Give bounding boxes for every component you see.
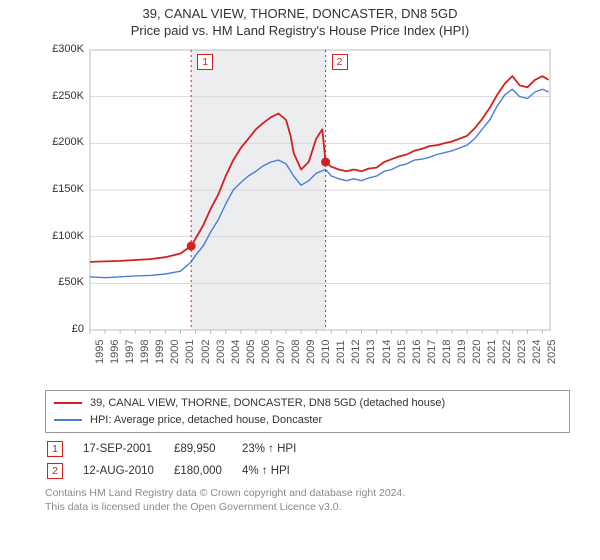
x-axis-label: 2023 xyxy=(516,340,528,364)
chart-svg xyxy=(40,44,560,384)
x-axis-label: 2020 xyxy=(471,340,483,364)
x-axis-label: 1996 xyxy=(109,340,121,364)
legend-label: HPI: Average price, detached house, Donc… xyxy=(90,412,322,429)
x-axis-label: 2012 xyxy=(350,340,362,364)
x-axis-label: 2013 xyxy=(365,340,377,364)
y-axis-label: £150K xyxy=(40,183,84,195)
y-axis-label: £300K xyxy=(40,43,84,55)
x-axis-label: 2017 xyxy=(426,340,438,364)
x-axis-label: 2022 xyxy=(501,340,513,364)
x-axis-label: 2007 xyxy=(275,340,287,364)
x-axis-label: 2019 xyxy=(456,340,468,364)
title-address: 39, CANAL VIEW, THORNE, DONCASTER, DN8 5… xyxy=(0,6,600,21)
x-axis-label: 2006 xyxy=(260,340,272,364)
txn-price: £89,950 xyxy=(174,439,240,459)
txn-delta: 23% ↑ HPI xyxy=(242,439,314,459)
x-axis-label: 2024 xyxy=(531,340,543,364)
table-row: 2 12-AUG-2010 £180,000 4% ↑ HPI xyxy=(47,461,314,481)
legend-swatch xyxy=(54,419,82,421)
y-axis-label: £50K xyxy=(40,276,84,288)
txn-price: £180,000 xyxy=(174,461,240,481)
x-axis-label: 2014 xyxy=(381,340,393,364)
x-axis-label: 2000 xyxy=(169,340,181,364)
x-axis-label: 1999 xyxy=(154,340,166,364)
chart-marker-badge: 1 xyxy=(197,54,213,70)
chart-titles: 39, CANAL VIEW, THORNE, DONCASTER, DN8 5… xyxy=(0,0,600,38)
x-axis-label: 2004 xyxy=(230,340,242,364)
x-axis-label: 2010 xyxy=(320,340,332,364)
x-axis-label: 2005 xyxy=(245,340,257,364)
footnote-line: This data is licensed under the Open Gov… xyxy=(45,501,570,515)
x-axis-label: 2018 xyxy=(441,340,453,364)
x-axis-label: 2016 xyxy=(411,340,423,364)
x-axis-label: 1995 xyxy=(94,340,106,364)
txn-date: 17-SEP-2001 xyxy=(83,439,172,459)
chart-marker-badge: 2 xyxy=(332,54,348,70)
y-axis-label: £200K xyxy=(40,136,84,148)
legend-row: HPI: Average price, detached house, Donc… xyxy=(54,412,561,429)
marker-badge: 1 xyxy=(47,441,63,457)
x-axis-label: 2002 xyxy=(200,340,212,364)
x-axis-label: 1997 xyxy=(124,340,136,364)
title-subtitle: Price paid vs. HM Land Registry's House … xyxy=(0,23,600,38)
transactions-table: 1 17-SEP-2001 £89,950 23% ↑ HPI 2 12-AUG… xyxy=(45,437,316,483)
y-axis-label: £100K xyxy=(40,230,84,242)
legend-swatch xyxy=(54,402,82,404)
price-chart: £0£50K£100K£150K£200K£250K£300K199519961… xyxy=(40,44,560,384)
x-axis-label: 1998 xyxy=(139,340,151,364)
x-axis-label: 2003 xyxy=(215,340,227,364)
legend: 39, CANAL VIEW, THORNE, DONCASTER, DN8 5… xyxy=(45,390,570,433)
txn-date: 12-AUG-2010 xyxy=(83,461,172,481)
x-axis-label: 2001 xyxy=(184,340,196,364)
y-axis-label: £250K xyxy=(40,90,84,102)
footnote: Contains HM Land Registry data © Crown c… xyxy=(45,487,570,514)
x-axis-label: 2009 xyxy=(305,340,317,364)
x-axis-label: 2025 xyxy=(546,340,558,364)
y-axis-label: £0 xyxy=(40,323,84,335)
x-axis-label: 2011 xyxy=(335,340,347,364)
legend-label: 39, CANAL VIEW, THORNE, DONCASTER, DN8 5… xyxy=(90,395,445,412)
x-axis-label: 2021 xyxy=(486,340,498,364)
txn-delta: 4% ↑ HPI xyxy=(242,461,314,481)
x-axis-label: 2008 xyxy=(290,340,302,364)
footnote-line: Contains HM Land Registry data © Crown c… xyxy=(45,487,570,501)
x-axis-label: 2015 xyxy=(396,340,408,364)
legend-row: 39, CANAL VIEW, THORNE, DONCASTER, DN8 5… xyxy=(54,395,561,412)
table-row: 1 17-SEP-2001 £89,950 23% ↑ HPI xyxy=(47,439,314,459)
marker-badge: 2 xyxy=(47,463,63,479)
